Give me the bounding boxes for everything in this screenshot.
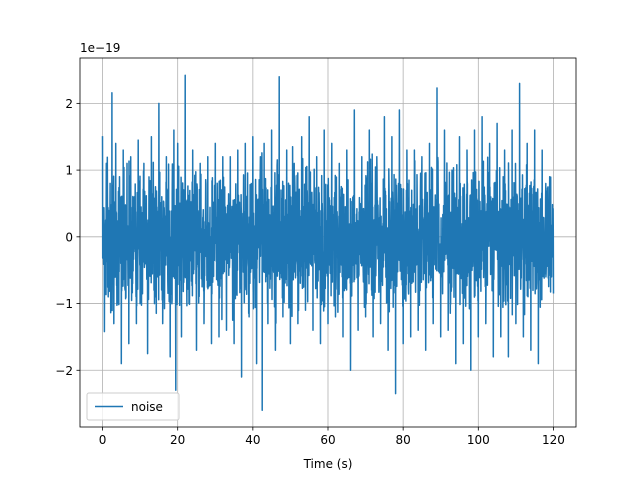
x-tick-label: 120 [542, 433, 565, 447]
legend: noise [86, 392, 180, 421]
series-layer [101, 74, 555, 412]
x-tick-label: 40 [245, 433, 260, 447]
x-tick-label: 60 [320, 433, 335, 447]
legend-box [86, 392, 180, 421]
legend-label-noise: noise [131, 400, 163, 414]
y-tick-label: −2 [55, 364, 73, 378]
y-tick-label: 2 [65, 97, 73, 111]
x-tick-label: 20 [170, 433, 185, 447]
x-tick-label: 100 [467, 433, 490, 447]
x-axis-label: Time (s) [303, 457, 353, 471]
ticks-layer: 0 20 40 60 80 100 120 −2 −1 0 1 2 [55, 97, 565, 447]
x-tick-label: 80 [396, 433, 411, 447]
y-tick-label: −1 [55, 297, 73, 311]
y-offset-text: 1e−19 [80, 41, 120, 55]
x-tick-label: 0 [99, 433, 107, 447]
y-tick-label: 1 [65, 164, 73, 178]
series-line-noise [101, 74, 555, 412]
y-tick-label: 0 [65, 230, 73, 244]
